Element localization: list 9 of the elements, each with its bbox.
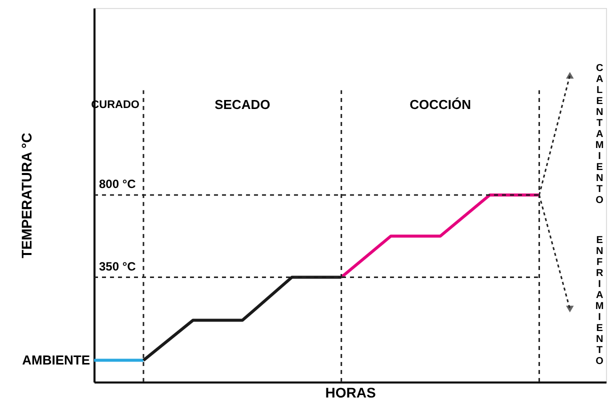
text: SECADO [214,97,270,112]
text: ENFRIAMIENTO [595,234,604,367]
text: AMBIENTE [22,352,90,368]
text: CALENTAMIENTO [595,62,604,206]
y-axis-title: TEMPERATURA °C [18,132,34,258]
ref-line-label: 800 °C [99,177,136,191]
x-axis-title: HORAS [325,384,376,400]
ref-line-label: 350 °C [99,259,136,274]
text: COCCIÓN [410,97,471,112]
